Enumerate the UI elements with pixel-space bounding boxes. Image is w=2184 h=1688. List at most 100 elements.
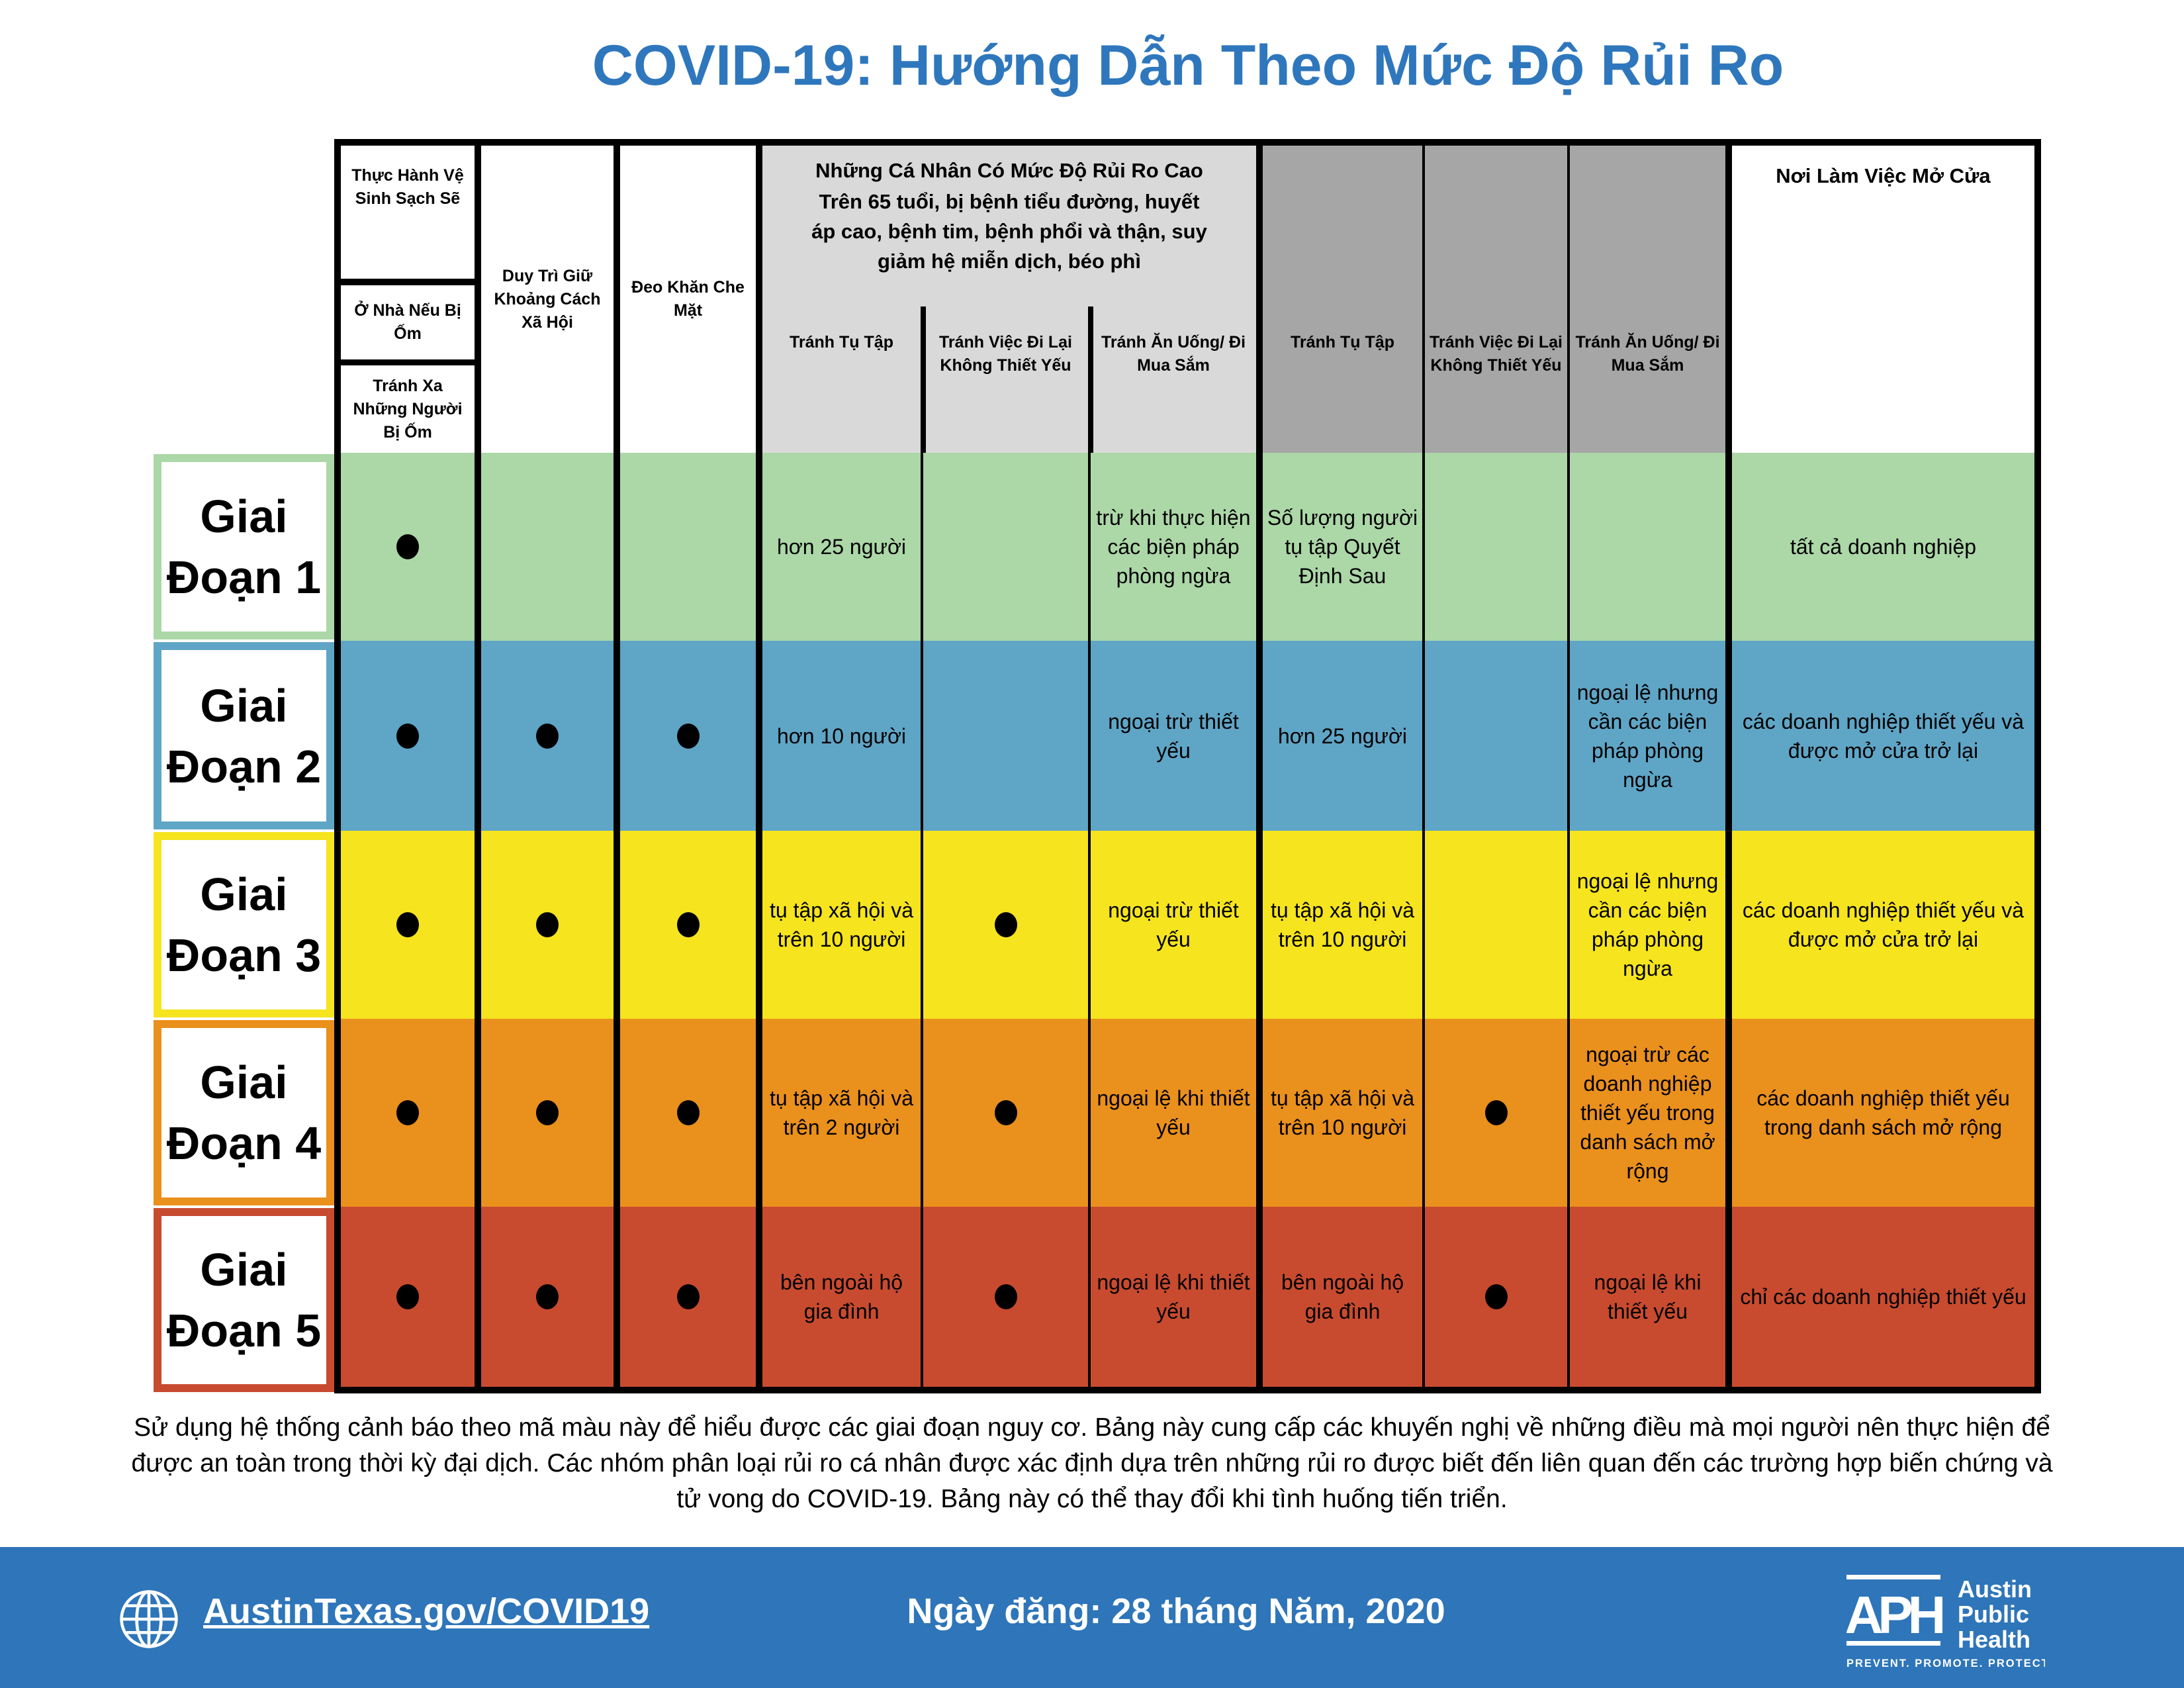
stage-label-line1: Giai [200,1244,288,1295]
table-cell: ngoại trừ thiết yếu [1091,831,1256,1019]
recommended-dot [676,912,700,937]
table-cell [1570,453,1725,641]
table-cell [923,1019,1088,1207]
table-cell: tụ tập xã hội và trên 2 người [762,1019,921,1207]
svg-text:PREVENT. PROMOTE. PROTECT.: PREVENT. PROMOTE. PROTECT. [1846,1658,2045,1669]
stage-label-4: Giai Đoạn 4 [154,1020,334,1205]
stage-label-5: Giai Đoạn 5 [154,1208,334,1392]
recommended-dot [676,723,700,749]
general-col-header: Tránh Tụ Tập [1263,146,1422,453]
stage-label-line2: Đoạn 5 [166,1305,322,1356]
footer: AustinTexas.gov/COVID19 Ngày đăng: 28 th… [0,1547,2184,1688]
recommended-dot [1484,1284,1508,1309]
table-cell [620,1207,756,1387]
recommended-dot [676,1100,700,1125]
table-cell: Số lượng người tụ tập Quyết Định Sau [1263,453,1422,641]
table-cell [1425,453,1567,641]
header-face-mask: Đeo Khăn Che Mặt [620,146,756,453]
stage-label-3: Giai Đoạn 3 [154,832,334,1017]
stage-label-1: Giai Đoạn 1 [154,454,334,639]
stage-label-line2: Đoạn 1 [166,551,322,603]
header-stay-home: Ở Nhà Nếu Bị Ốm [341,285,475,359]
covid19-website-link[interactable]: AustinTexas.gov/COVID19 [203,1591,650,1631]
column-divider [1088,306,1093,453]
table-cell [481,831,614,1019]
table-cell [620,641,756,831]
table-cell [923,1207,1088,1387]
high-risk-group-bg [762,146,1256,453]
recommended-dot [396,1100,419,1125]
table-cell [620,831,756,1019]
high-risk-col-header: Tránh Việc Đi Lại Không Thiết Yếu [938,333,1072,375]
recommended-dot [676,1284,700,1309]
table-cell [1425,1207,1567,1387]
svg-text:Health: Health [1958,1626,2030,1653]
svg-text:Public: Public [1958,1601,2029,1628]
table-cell [341,1207,475,1387]
posted-date: Ngày đăng: 28 tháng Năm, 2020 [907,1591,1445,1631]
risk-guidelines-table: Thực Hành Vệ Sinh Sạch Sẽ Ở Nhà Nếu Bị Ốm… [334,139,2041,1393]
table-cell: trừ khi thực hiện các biện pháp phòng ng… [1091,453,1256,641]
table-cell: tụ tập xã hội và trên 10 người [762,831,921,1019]
table-cell [481,1207,614,1387]
table-cell: tất cả doanh nghiệp [1732,453,2034,641]
recommended-dot [396,723,419,749]
globe-icon [120,1590,178,1648]
recommended-dot [994,1100,1017,1125]
table-cell [341,831,475,1019]
table-cell [341,1019,475,1207]
stage-label-line1: Giai [200,491,288,542]
stage-label-line1: Giai [200,868,288,920]
stage-label-line2: Đoạn 4 [166,1117,322,1169]
table-cell: ngoại lệ nhưng cần các biện pháp phòng n… [1570,641,1725,831]
general-col-header: Tránh Việc Đi Lại Không Thiết Yếu [1425,146,1567,453]
header-social-distancing: Duy Trì Giữ Khoảng Cách Xã Hội [481,146,614,453]
table-cell: ngoại lệ nhưng cần các biện pháp phòng n… [1570,831,1725,1019]
recommended-dot [536,723,559,749]
high-risk-col-header: Tránh Tụ Tập [790,333,893,352]
high-risk-title: Những Cá Nhân Có Mức Độ Rủi Ro Cao [815,159,1203,182]
table-cell: hơn 10 người [762,641,921,831]
recommended-dot [396,1284,419,1309]
table-cell [341,641,475,831]
stage-label-line2: Đoạn 2 [166,740,322,792]
table-cell: ngoại trừ thiết yếu [1091,641,1256,831]
recommended-dot [536,1100,559,1125]
table-cell [620,453,756,641]
svg-text:APH: APH [1846,1585,1943,1644]
table-cell: các doanh nghiệp thiết yếu và được mở cử… [1732,831,2034,1019]
table-cell: hơn 25 người [762,453,921,641]
austin-public-health-logo: APH Austin Public Health PREVENT. PROMOT… [1846,1575,2045,1669]
table-cell: các doanh nghiệp thiết yếu trong danh sá… [1732,1019,2034,1207]
table-cell: chỉ các doanh nghiệp thiết yếu [1732,1207,2034,1387]
high-risk-description: Trên 65 tuổi, bị bệnh tiểu đường, huyết … [811,190,1207,273]
table-cell: ngoại lệ khi thiết yếu [1091,1019,1256,1207]
recommended-dot [396,534,419,559]
table-cell: ngoại lệ khi thiết yếu [1091,1207,1256,1387]
stage-label-line1: Giai [200,679,288,731]
table-cell [1425,831,1567,1019]
general-col-header: Tránh Ăn Uống/ Đi Mua Sắm [1570,146,1725,453]
table-cell [923,831,1088,1019]
recommended-dot [994,1284,1017,1309]
recommended-dot [396,912,419,937]
table-cell [481,641,614,831]
table-cell: bên ngoài hộ gia đình [1263,1207,1422,1387]
table-cell [620,1019,756,1207]
table-cell: bên ngoài hộ gia đình [762,1207,921,1387]
table-cell [481,453,614,641]
explanatory-note: Sử dụng hệ thống cảnh báo theo mã màu nà… [131,1413,2053,1513]
table-cell [923,453,1088,641]
recommended-dot [1484,1100,1508,1125]
table-cell: tụ tập xã hội và trên 10 người [1263,831,1422,1019]
header-hygiene: Thực Hành Vệ Sinh Sạch Sẽ [341,146,475,279]
table-cell: tụ tập xã hội và trên 10 người [1263,1019,1422,1207]
table-cell: ngoại lệ khi thiết yếu [1570,1207,1725,1387]
table-cell [1425,641,1567,831]
table-cell: các doanh nghiệp thiết yếu và được mở cử… [1732,641,2034,831]
table-cell [923,641,1088,831]
svg-text:Austin: Austin [1958,1575,2032,1603]
stage-label-2: Giai Đoạn 2 [154,642,334,829]
table-cell: ngoại trừ các doanh nghiệp thiết yếu tro… [1570,1019,1725,1207]
column-divider [921,306,926,453]
